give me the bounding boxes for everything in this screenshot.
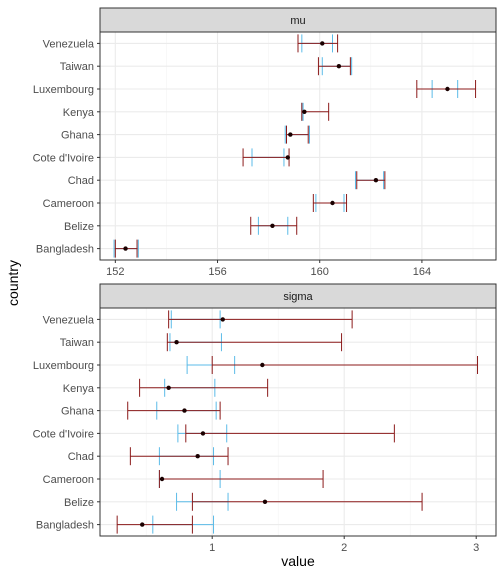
facet-panel-mu: mu 152 156 160 164 Bangladesh Belize Cameroon Ch… [33, 7, 497, 278]
point-estimate [123, 246, 128, 251]
x-axis-title: value [281, 553, 315, 569]
y-tick-label: Venezuela [43, 38, 95, 50]
y-tick-label: Kenya [63, 383, 95, 395]
x-tick-label: 3 [473, 542, 479, 554]
y-axis-title: country [5, 260, 21, 306]
point-estimate [140, 522, 145, 527]
y-tick-label: Belize [64, 497, 94, 509]
point-estimate [182, 408, 187, 413]
panel-border [99, 31, 497, 261]
y-tick-label: Ghana [61, 406, 95, 418]
y-tick-label: Taiwan [60, 61, 94, 73]
point-estimate [285, 155, 290, 160]
x-tick-label: 160 [311, 266, 329, 278]
y-tick-label: Cote d'Ivoire [33, 428, 94, 440]
point-estimate [288, 132, 293, 137]
y-tick-label: Cameroon [43, 474, 94, 486]
y-tick-label: Cameroon [43, 198, 94, 210]
y-tick-label: Cote d'Ivoire [33, 152, 94, 164]
x-tick-label: 1 [209, 542, 215, 554]
point-estimate [302, 109, 307, 115]
facet-strip-label: sigma [283, 291, 313, 303]
point-estimate [166, 385, 171, 390]
point-estimate [330, 200, 335, 206]
point-estimate [373, 178, 379, 183]
point-estimate [159, 476, 165, 482]
point-estimate [336, 63, 342, 69]
y-tick-label: Venezuela [43, 314, 95, 326]
x-tick-label: 164 [413, 266, 431, 278]
y-tick-label: Luxembourg [33, 84, 94, 96]
point-estimate [320, 41, 325, 46]
panel-border [99, 307, 497, 537]
facet-strip [99, 7, 497, 33]
facet-panels: mu 152 156 160 164 Bangladesh Belize Cameroon Ch… [33, 7, 497, 554]
x-tick-label: 156 [208, 266, 226, 278]
y-tick-label: Bangladesh [36, 520, 94, 532]
panel-background [100, 32, 496, 260]
point-estimate [220, 317, 225, 322]
y-tick-label: Luxembourg [33, 360, 94, 372]
y-tick-label: Bangladesh [36, 244, 94, 256]
point-estimate [270, 223, 275, 228]
y-tick-label: Belize [64, 221, 94, 233]
point-estimate [260, 362, 265, 368]
y-tick-label: Taiwan [60, 337, 94, 349]
y-tick-label: Chad [68, 451, 94, 463]
y-tick-label: Chad [68, 175, 94, 187]
panel-background [100, 308, 496, 536]
point-estimate [174, 340, 179, 345]
y-tick-label: Ghana [61, 130, 95, 142]
point-estimate [195, 454, 200, 459]
x-tick-label: 152 [106, 266, 124, 278]
point-estimate [262, 499, 268, 504]
facet-strip-label: mu [290, 15, 305, 27]
point-estimate [200, 431, 206, 436]
point-estimate [445, 86, 450, 92]
y-tick-label: Kenya [63, 107, 95, 119]
x-tick-label: 2 [341, 542, 347, 554]
facet-panel-sigma: sigma 1 2 3 Bangladesh Belize Cameroon Chad Cote… [33, 283, 497, 554]
